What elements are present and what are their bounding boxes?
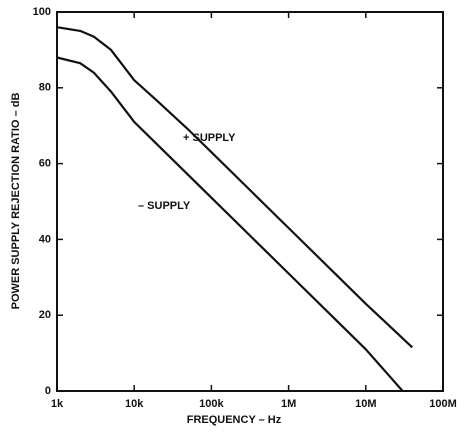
y-tick-label: 80 bbox=[39, 82, 51, 94]
y-tick-label: 60 bbox=[39, 158, 51, 170]
curve bbox=[56, 26, 414, 349]
y-tick-label: 40 bbox=[39, 233, 51, 245]
y-tick-label: 20 bbox=[39, 309, 51, 321]
y-axis-label: POWER SUPPLY REJECTION RATIO – dB bbox=[10, 93, 22, 310]
x-axis-label: FREQUENCY – Hz bbox=[187, 414, 282, 426]
x-tick-label: 100k bbox=[199, 398, 224, 410]
curve bbox=[56, 56, 404, 392]
x-tick-label: 100M bbox=[429, 398, 457, 410]
series-label: + SUPPLY bbox=[183, 132, 236, 144]
x-tick-label: 1k bbox=[51, 398, 64, 410]
x-tick-label: 10k bbox=[125, 398, 144, 410]
series-label: – SUPPLY bbox=[138, 200, 191, 212]
y-tick-label: 0 bbox=[45, 385, 51, 397]
x-tick-label: 10M bbox=[355, 398, 376, 410]
x-tick-label: 1M bbox=[281, 398, 296, 410]
y-tick-label: 100 bbox=[33, 6, 51, 18]
plot-frame bbox=[56, 11, 444, 392]
